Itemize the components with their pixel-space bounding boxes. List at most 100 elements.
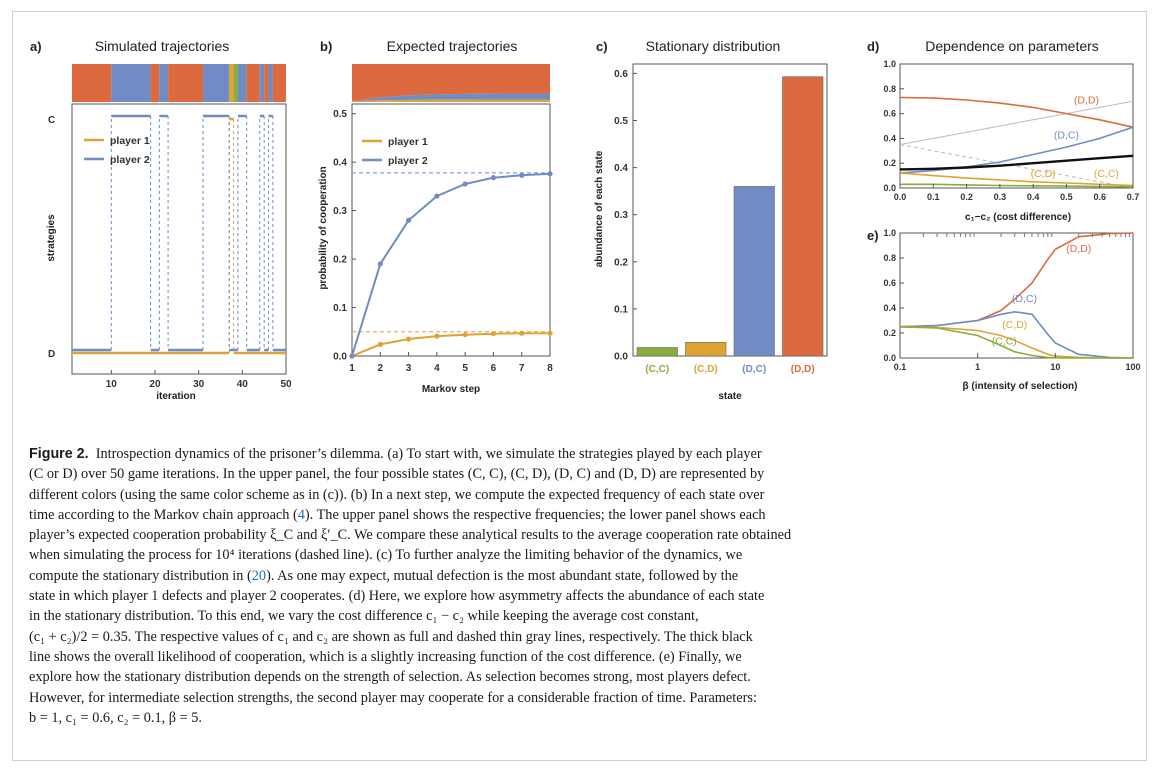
panel-a-ytick-c: C: [48, 115, 55, 126]
panel-b-point-player1-1: [377, 341, 383, 347]
caption-line-2: (C or D) over 50 game iterations. In the…: [29, 466, 765, 483]
panel-b-xtick-label-1: 2: [378, 363, 384, 374]
caption-figure-label: Figure 2.: [29, 446, 89, 462]
panel-b-xtick-label-4: 5: [462, 363, 468, 374]
panel-e-ytick-label-2: 0.4: [883, 303, 896, 313]
caption-line-6: when simulating the process for 10⁴ iter…: [29, 547, 743, 564]
panel-a-ytick-d: D: [48, 349, 55, 360]
figure-caption: Figure 2. Introspection dynamics of the …: [29, 444, 1134, 728]
panel-c-label: c): [596, 39, 608, 54]
panel-b-strip-dd: [352, 64, 550, 102]
caption-line-7: compute the stationary distribution in (…: [29, 566, 1134, 586]
caption-line-12: explore how the stationary distribution …: [29, 669, 751, 686]
caption-line-4: time according to the Markov chain appro…: [29, 505, 1134, 525]
panel-a-state-strip-cell-3: [159, 64, 169, 102]
panel-b-ytick-label-3: 0.3: [333, 206, 347, 217]
panel-e-ytick-label-4: 0.8: [883, 253, 896, 263]
panel-e-xtick-label-3: 100: [1125, 362, 1140, 372]
panel-b-ytick-label-0: 0.0: [333, 352, 347, 363]
caption-line-9: in the stationary distribution. To this …: [29, 608, 699, 625]
panel-b-xtick-label-0: 1: [349, 363, 355, 374]
caption-ref-4[interactable]: 4: [297, 506, 305, 523]
panel-c-ytick-label-2: 0.2: [614, 257, 628, 268]
panel-e-frame: [899, 232, 1134, 359]
panel-c-category-cc: (C,C): [645, 364, 669, 375]
panel-e-curve-label-dd: (D,D): [1066, 243, 1091, 255]
panel-c-ytick-label-0: 0.0: [614, 352, 628, 363]
panel-a-state-strip-cell-13: [272, 64, 286, 102]
panel-b-point-player2-6: [519, 172, 525, 178]
panel-e-line-cc: [899, 326, 1133, 359]
panel-e-curve-label-cd: (C,D): [1002, 319, 1027, 331]
panel-a-state-strip-cell-0: [72, 64, 112, 102]
panel-d-line-cc: [900, 183, 1134, 188]
caption-ref-20[interactable]: 20: [251, 567, 267, 584]
panel-d-ytick-label-0: 0.0: [883, 183, 896, 193]
panel-b-xlabel: Markov step: [422, 384, 480, 395]
panel-e-xtick-label-2: 10: [1050, 362, 1060, 372]
panel-d-ytick-label-4: 0.8: [883, 84, 896, 94]
caption-text-7b: ). As one may expect, mutual defection i…: [266, 567, 739, 584]
panel-a-xlabel: iteration: [156, 391, 195, 402]
panel-b-frame: [351, 103, 551, 357]
panel-a-legend-player1: player 1: [110, 135, 150, 147]
panel-d-xtick-label-6: 0.6: [1093, 192, 1106, 202]
panel-b-point-player1-7: [547, 330, 553, 336]
panel-a-state-strip-cell-7: [233, 64, 238, 102]
panel-d-ytick-label-2: 0.4: [883, 133, 896, 143]
panel-d-ytick-label-5: 1.0: [883, 59, 896, 69]
panel-d-chart: d) Dependence on parameters 0.0 0.2 0.4 0.6…: [867, 38, 1139, 223]
panel-b-point-player2-5: [490, 175, 497, 181]
panel-d-line-cd: [899, 172, 1134, 187]
panel-a-label: a): [30, 39, 42, 54]
caption-line-1: Figure 2. Introspection dynamics of the …: [29, 444, 1134, 464]
panel-c-ytick-label-3: 0.3: [614, 210, 628, 221]
panel-e-xtick-label-0: 0.1: [894, 362, 907, 372]
panel-b-ytick-label-5: 0.5: [333, 109, 347, 120]
panel-d-ytick-label-1: 0.2: [883, 158, 896, 168]
panel-c-frame: [632, 63, 828, 357]
panel-b-point-player2-3: [434, 193, 440, 199]
panel-b-ytick-label-2: 0.2: [333, 255, 347, 266]
panel-a-ylabel: strategies: [46, 214, 57, 262]
panel-d-xtick-label-2: 0.2: [960, 192, 973, 202]
panel-b-point-player1-6: [519, 330, 525, 336]
panel-b-point-player2-7: [547, 171, 553, 177]
panel-a-state-strip-cell-1: [111, 64, 151, 102]
panel-c-bar-dc: [733, 186, 775, 357]
panel-c-ytick-label-6: 0.6: [614, 69, 628, 80]
panel-b-point-player2-4: [462, 181, 468, 187]
panel-a-state-strip-cell-9: [246, 64, 260, 102]
panel-b-xtick-label-2: 3: [406, 363, 412, 374]
panel-d-xtick-label-0: 0.0: [894, 192, 907, 202]
caption-line-8: state in which player 1 defects and play…: [29, 588, 765, 605]
panel-c-xlabel: state: [718, 391, 742, 402]
panel-b-point-player1-5: [490, 331, 497, 337]
panel-e-curve-label-dc: (D,C): [1012, 293, 1037, 305]
panel-d-curve-label-cd: (C,D): [1031, 168, 1056, 180]
panel-a-state-strip-cell-5: [203, 64, 230, 102]
panel-a-state-strip-cell-6: [229, 64, 234, 102]
caption-text-1: Introspection dynamics of the prisoner’s…: [95, 446, 762, 462]
panel-a-xtick-label-1: 20: [149, 379, 161, 390]
panel-d-title: Dependence on parameters: [925, 38, 1099, 54]
panel-b-strip-dc: [352, 93, 550, 102]
panel-b-point-player2-1: [377, 261, 383, 267]
panel-a-frame: [71, 103, 287, 375]
panel-d-xlabel: c₁−c₂ (cost difference): [965, 212, 1071, 223]
panel-a-state-strip-cell-8: [237, 64, 247, 102]
caption-line-14: b = 1, c₁ = 0.6, c₂ = 0.1, β = 5.: [29, 709, 202, 726]
panel-a-state-strip-cell-10: [259, 64, 265, 102]
panel-d-line-dc: [899, 126, 1134, 174]
panel-d-frame: [899, 63, 1134, 189]
panel-b-label: b): [320, 39, 332, 54]
panel-b-ytick-label-4: 0.4: [333, 158, 347, 169]
panel-b-chart: b) Expected trajectories 0.0 0.1 0.2 0.3 0.4…: [318, 38, 553, 395]
panel-d-c1-line: [899, 100, 1134, 146]
panel-b-xtick-label-7: 8: [547, 363, 553, 374]
panel-b-line-player1: [351, 332, 550, 357]
panel-e-xlabel: β (intensity of selection): [962, 381, 1077, 392]
caption-line-13: However, for intermediate selection stre…: [29, 689, 757, 706]
panel-b-xtick-label-3: 4: [434, 363, 440, 374]
panel-a-xtick-label-4: 50: [280, 379, 292, 390]
